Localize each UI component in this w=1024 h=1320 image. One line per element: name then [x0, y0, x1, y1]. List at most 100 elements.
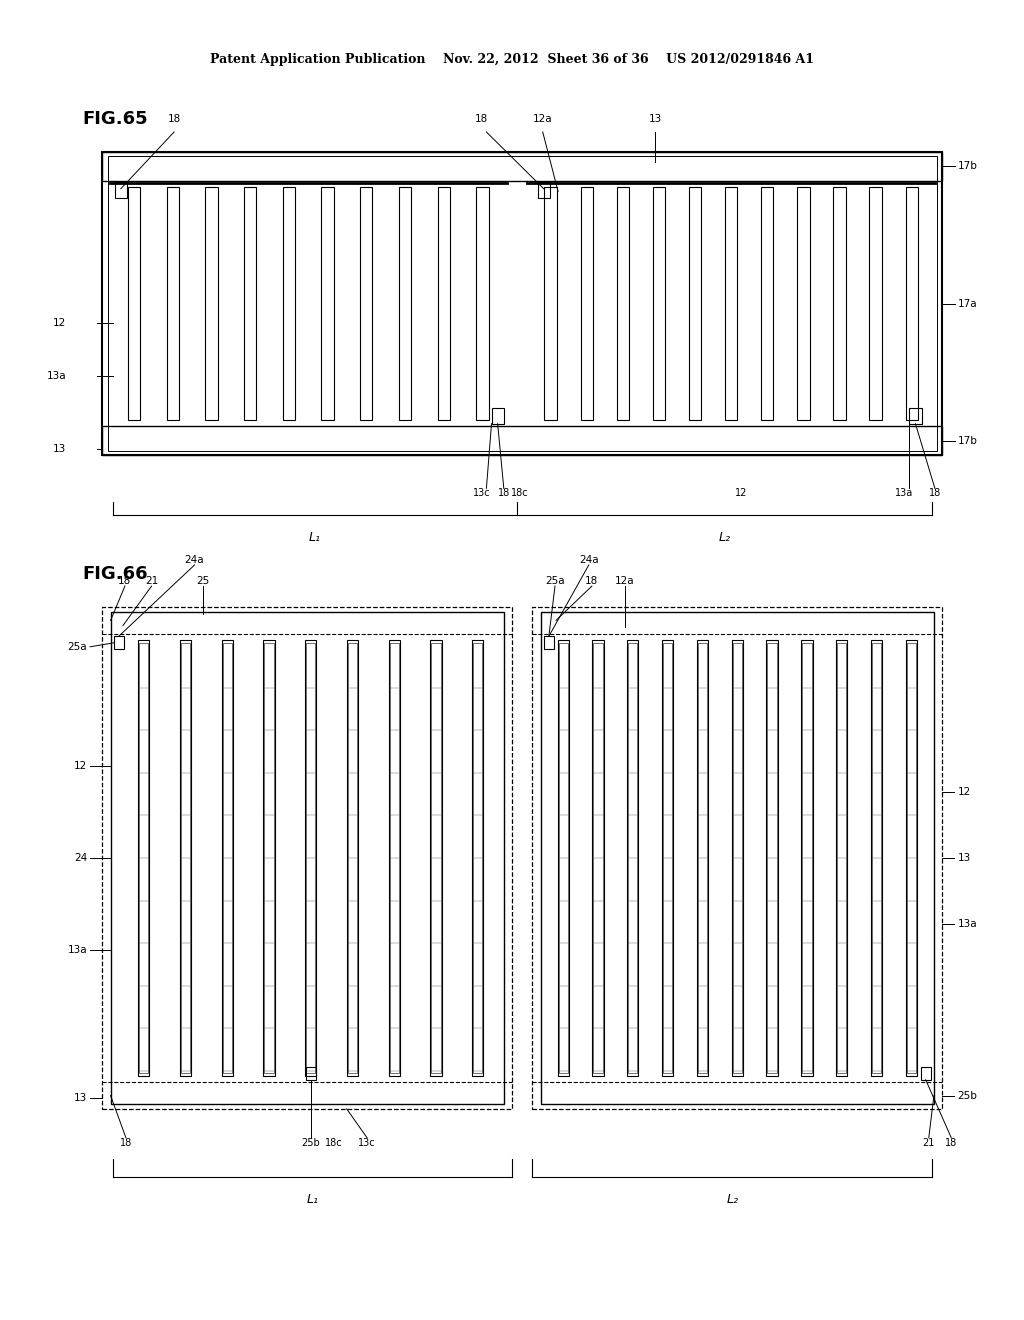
- Text: 25b: 25b: [957, 1090, 977, 1101]
- Text: L₂: L₂: [719, 531, 730, 544]
- Text: 12: 12: [957, 787, 971, 797]
- Bar: [264, 643, 273, 1073]
- Text: L₂: L₂: [726, 1193, 738, 1206]
- Text: 13c: 13c: [358, 1138, 376, 1148]
- Bar: [834, 187, 846, 420]
- Bar: [594, 643, 602, 1073]
- Text: 25a: 25a: [68, 642, 87, 652]
- Bar: [114, 636, 124, 649]
- Bar: [472, 640, 483, 1076]
- Text: 13: 13: [74, 1093, 87, 1104]
- Bar: [766, 640, 778, 1076]
- Bar: [557, 640, 569, 1076]
- Text: 13a: 13a: [895, 488, 913, 499]
- Bar: [872, 643, 881, 1073]
- Text: 13a: 13a: [68, 945, 87, 956]
- Bar: [801, 640, 813, 1076]
- Bar: [102, 607, 512, 1109]
- Text: 12: 12: [74, 760, 87, 771]
- Bar: [263, 640, 274, 1076]
- Text: 13a: 13a: [957, 919, 977, 929]
- Bar: [492, 408, 504, 424]
- Text: 25: 25: [197, 576, 209, 586]
- Bar: [696, 640, 709, 1076]
- Bar: [167, 187, 179, 420]
- Text: 18: 18: [498, 488, 510, 499]
- Text: 13: 13: [957, 853, 971, 863]
- Bar: [473, 643, 482, 1073]
- Bar: [907, 643, 915, 1073]
- Bar: [627, 640, 639, 1076]
- Text: 18: 18: [120, 1138, 132, 1148]
- Text: Patent Application Publication    Nov. 22, 2012  Sheet 36 of 36    US 2012/02918: Patent Application Publication Nov. 22, …: [210, 53, 814, 66]
- Text: 18: 18: [119, 576, 131, 586]
- Bar: [559, 643, 567, 1073]
- Bar: [544, 636, 554, 649]
- Bar: [430, 640, 441, 1076]
- Bar: [541, 612, 934, 1104]
- Bar: [689, 187, 701, 420]
- Bar: [305, 640, 316, 1076]
- Bar: [102, 426, 942, 455]
- Text: 12a: 12a: [614, 576, 635, 586]
- Text: 21: 21: [923, 1138, 935, 1148]
- Bar: [838, 643, 846, 1073]
- Bar: [111, 612, 504, 1104]
- Bar: [115, 182, 127, 198]
- Text: 18: 18: [168, 114, 180, 124]
- Text: 18: 18: [945, 1138, 957, 1148]
- Text: 13c: 13c: [472, 488, 490, 499]
- Bar: [108, 156, 937, 451]
- Bar: [592, 640, 604, 1076]
- Bar: [803, 643, 811, 1073]
- Bar: [399, 187, 412, 420]
- Text: 24a: 24a: [579, 554, 599, 565]
- Bar: [360, 187, 373, 420]
- Bar: [205, 187, 217, 420]
- Bar: [581, 187, 593, 420]
- Bar: [538, 182, 550, 198]
- Text: 25b: 25b: [301, 1138, 321, 1148]
- Bar: [347, 640, 358, 1076]
- Bar: [768, 643, 777, 1073]
- Text: 12a: 12a: [532, 114, 553, 124]
- Bar: [180, 640, 191, 1076]
- Bar: [869, 187, 882, 420]
- Bar: [389, 640, 400, 1076]
- Bar: [733, 643, 741, 1073]
- Bar: [390, 643, 399, 1073]
- Text: 12: 12: [53, 318, 67, 329]
- Text: 13: 13: [649, 114, 662, 124]
- Bar: [909, 408, 922, 424]
- Bar: [222, 643, 231, 1073]
- Bar: [348, 643, 357, 1073]
- Bar: [181, 643, 190, 1073]
- Text: 25a: 25a: [545, 576, 565, 586]
- Bar: [128, 187, 140, 420]
- Bar: [698, 643, 707, 1073]
- Text: 13a: 13a: [47, 371, 67, 381]
- Text: L₁: L₁: [306, 1193, 318, 1206]
- Bar: [244, 187, 256, 420]
- Text: 18c: 18c: [511, 488, 529, 499]
- Bar: [139, 643, 148, 1073]
- Bar: [102, 152, 942, 455]
- Text: 18: 18: [586, 576, 598, 586]
- Bar: [652, 187, 665, 420]
- Bar: [221, 640, 232, 1076]
- Bar: [532, 607, 942, 1109]
- Bar: [437, 187, 450, 420]
- Bar: [431, 643, 440, 1073]
- Text: 24a: 24a: [184, 554, 205, 565]
- Bar: [306, 643, 315, 1073]
- Text: 18c: 18c: [325, 1138, 342, 1148]
- Bar: [761, 187, 773, 420]
- Text: L₁: L₁: [309, 531, 321, 544]
- Text: 18: 18: [929, 488, 941, 499]
- Text: 24: 24: [74, 853, 87, 863]
- Bar: [921, 1067, 931, 1080]
- Bar: [905, 640, 918, 1076]
- Text: 17b: 17b: [957, 436, 977, 446]
- Text: 13: 13: [53, 444, 67, 454]
- Text: 17a: 17a: [957, 298, 977, 309]
